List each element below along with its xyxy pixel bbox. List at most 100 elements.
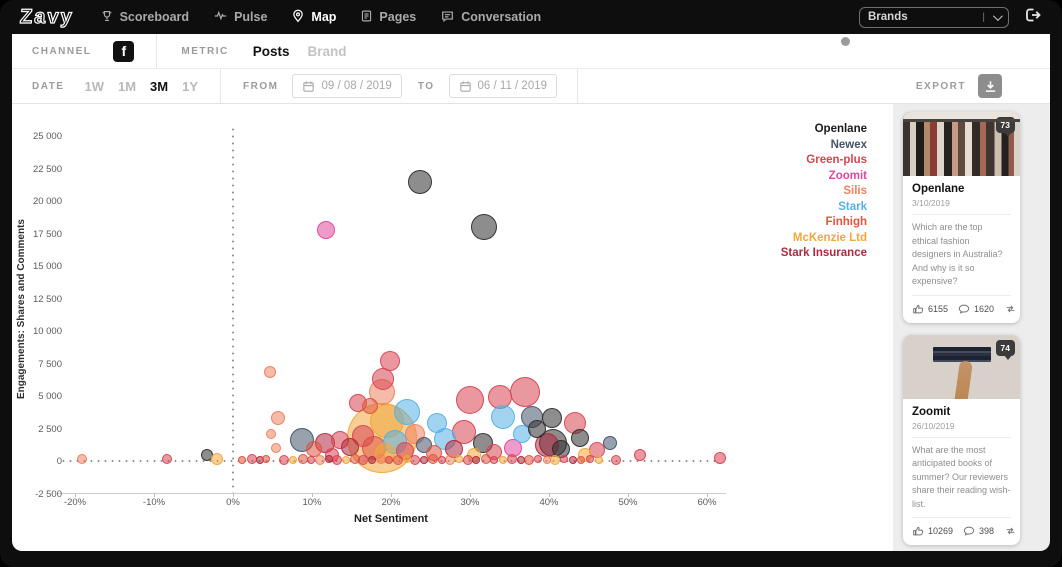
bubble-green-plus[interactable] <box>713 452 726 465</box>
bubble-openlane[interactable] <box>570 428 589 447</box>
bubble-finhigh[interactable] <box>480 454 491 465</box>
legend-item-mckenzie-ltd[interactable]: McKenzie Ltd <box>792 231 867 244</box>
bubble-openlane[interactable] <box>528 419 547 438</box>
legend-item-newex[interactable]: Newex <box>830 138 867 151</box>
metric-option-brand[interactable]: Brand <box>307 43 347 59</box>
legend-item-stark-insurance[interactable]: Stark Insurance <box>780 247 867 259</box>
facebook-channel-button[interactable]: f <box>113 40 135 62</box>
nav-item-pulse[interactable]: Pulse <box>213 9 267 26</box>
scroll-indicator-dot[interactable] <box>841 37 850 46</box>
bubble-silis[interactable] <box>445 454 456 465</box>
bubble-finhigh[interactable] <box>361 398 378 415</box>
bubble-green-plus[interactable] <box>437 455 446 464</box>
bubble-green-plus[interactable] <box>307 455 316 464</box>
zavy-logo: Zavy <box>19 5 75 28</box>
bubble-finhigh[interactable] <box>524 454 535 465</box>
legend-item-green-plus[interactable]: Green-plus <box>806 154 867 166</box>
bubble-finhigh[interactable] <box>427 454 438 465</box>
bubble-green-plus[interactable] <box>586 455 595 464</box>
range-option-1w[interactable]: 1W <box>84 78 104 94</box>
bubble-stark-insurance[interactable] <box>340 437 359 456</box>
bubble-green-plus[interactable] <box>456 385 484 414</box>
range-option-1m[interactable]: 1M <box>117 78 137 94</box>
nav-item-map[interactable]: Map <box>291 9 336 26</box>
bubble-silis[interactable] <box>314 454 325 465</box>
legend-item-silis[interactable]: Silis <box>843 185 867 197</box>
bubble-openlane[interactable] <box>408 169 433 194</box>
bubble-green-plus[interactable] <box>510 377 541 408</box>
bubble-green-plus[interactable] <box>611 454 622 465</box>
sign-out-button[interactable] <box>1023 6 1042 29</box>
bubble-green-plus[interactable] <box>410 454 421 465</box>
bubble-openlane[interactable] <box>471 214 498 240</box>
bubble-finhigh[interactable] <box>577 455 586 464</box>
post-card-openlane[interactable]: 73 Openlane 3/10/2019 Which are the top … <box>903 112 1020 323</box>
bubble-silis[interactable] <box>77 454 88 465</box>
like-icon <box>913 304 924 313</box>
bubble-stark-insurance[interactable] <box>568 455 577 464</box>
bubble-silis[interactable] <box>375 454 386 465</box>
bubble-stark-insurance[interactable] <box>324 455 333 464</box>
bubble-green-plus[interactable] <box>385 455 394 464</box>
bubble-mckenzie-ltd[interactable] <box>341 455 350 464</box>
range-option-3m[interactable]: 3M <box>150 78 169 94</box>
nav-item-scoreboard[interactable]: Scoreboard <box>100 9 189 26</box>
bubble-stark[interactable] <box>393 399 420 426</box>
bubble-zoomit[interactable] <box>317 220 336 239</box>
bubble-stark-insurance[interactable] <box>472 455 481 464</box>
nav-item-pages[interactable]: Pages <box>360 9 416 26</box>
export-button[interactable] <box>978 74 1002 98</box>
bubble-finhigh[interactable] <box>238 455 247 464</box>
range-option-1y[interactable]: 1Y <box>182 78 199 94</box>
bubble-green-plus[interactable] <box>332 454 343 465</box>
books-stack <box>932 346 991 362</box>
bubble-silis[interactable] <box>270 443 281 453</box>
bubble-finhigh[interactable] <box>297 454 308 465</box>
legend-item-stark[interactable]: Stark <box>838 200 867 213</box>
bubble-finhigh[interactable] <box>393 454 404 465</box>
bubble-silis[interactable] <box>264 365 277 378</box>
bubble-green-plus[interactable] <box>380 350 401 371</box>
bubble-stark-insurance[interactable] <box>368 455 377 464</box>
score-badge: 74 <box>995 339 1015 360</box>
bubble-newex[interactable] <box>602 435 617 450</box>
bubble-green-plus[interactable] <box>633 449 646 462</box>
bubble-stark[interactable] <box>426 413 447 434</box>
legend-item-zoomit[interactable]: Zoomit <box>828 169 867 182</box>
legend-item-openlane[interactable]: Openlane <box>814 123 867 135</box>
bubble-stark[interactable] <box>491 404 516 429</box>
nav-item-conversation[interactable]: Conversation <box>440 9 541 26</box>
bubble-green-plus[interactable] <box>533 455 542 464</box>
legend-item-finhigh[interactable]: Finhigh <box>825 216 867 228</box>
from-date-input[interactable]: 09 / 08 / 2019 <box>292 74 402 98</box>
post-card-zoomit[interactable]: 74 Zoomit 26/10/2019 What are the most a… <box>903 334 1020 545</box>
metric-option-posts[interactable]: Posts <box>252 43 290 59</box>
bubble-silis[interactable] <box>542 455 551 464</box>
bubble-mckenzie-ltd[interactable] <box>499 455 508 464</box>
bubble-stark-insurance[interactable] <box>516 455 525 464</box>
bubble-openlane[interactable] <box>542 408 563 429</box>
pulse-icon <box>213 9 228 26</box>
bubble-stark-insurance[interactable] <box>420 455 429 464</box>
to-date-input[interactable]: 06 / 11 / 2019 <box>448 74 558 98</box>
bubble-green-plus[interactable] <box>279 454 290 465</box>
bubble-green-plus[interactable] <box>506 454 517 465</box>
bubble-green-plus[interactable] <box>161 454 172 465</box>
bubble-silis[interactable] <box>271 411 286 426</box>
bubble-finhigh[interactable] <box>306 441 323 458</box>
bubble-mckenzie-ltd[interactable] <box>402 455 411 464</box>
bubble-mckenzie-ltd[interactable] <box>211 453 224 466</box>
bubble-mckenzie-ltd[interactable] <box>550 454 561 465</box>
bubble-green-plus[interactable] <box>490 455 499 464</box>
bubble-mckenzie-ltd[interactable] <box>454 455 463 464</box>
bubble-mckenzie-ltd[interactable] <box>594 455 603 464</box>
bubble-finhigh[interactable] <box>262 455 271 464</box>
bubble-green-plus[interactable] <box>358 454 369 465</box>
bubble-newex[interactable] <box>289 428 314 453</box>
bubble-green-plus[interactable] <box>560 455 568 464</box>
brands-dropdown[interactable]: Brands | <box>859 6 1009 28</box>
bubble-mckenzie-ltd[interactable] <box>289 455 298 464</box>
bubble-silis[interactable] <box>265 429 276 440</box>
y-tick-label: 0 <box>56 456 62 467</box>
bubble-green-plus[interactable] <box>462 454 473 465</box>
